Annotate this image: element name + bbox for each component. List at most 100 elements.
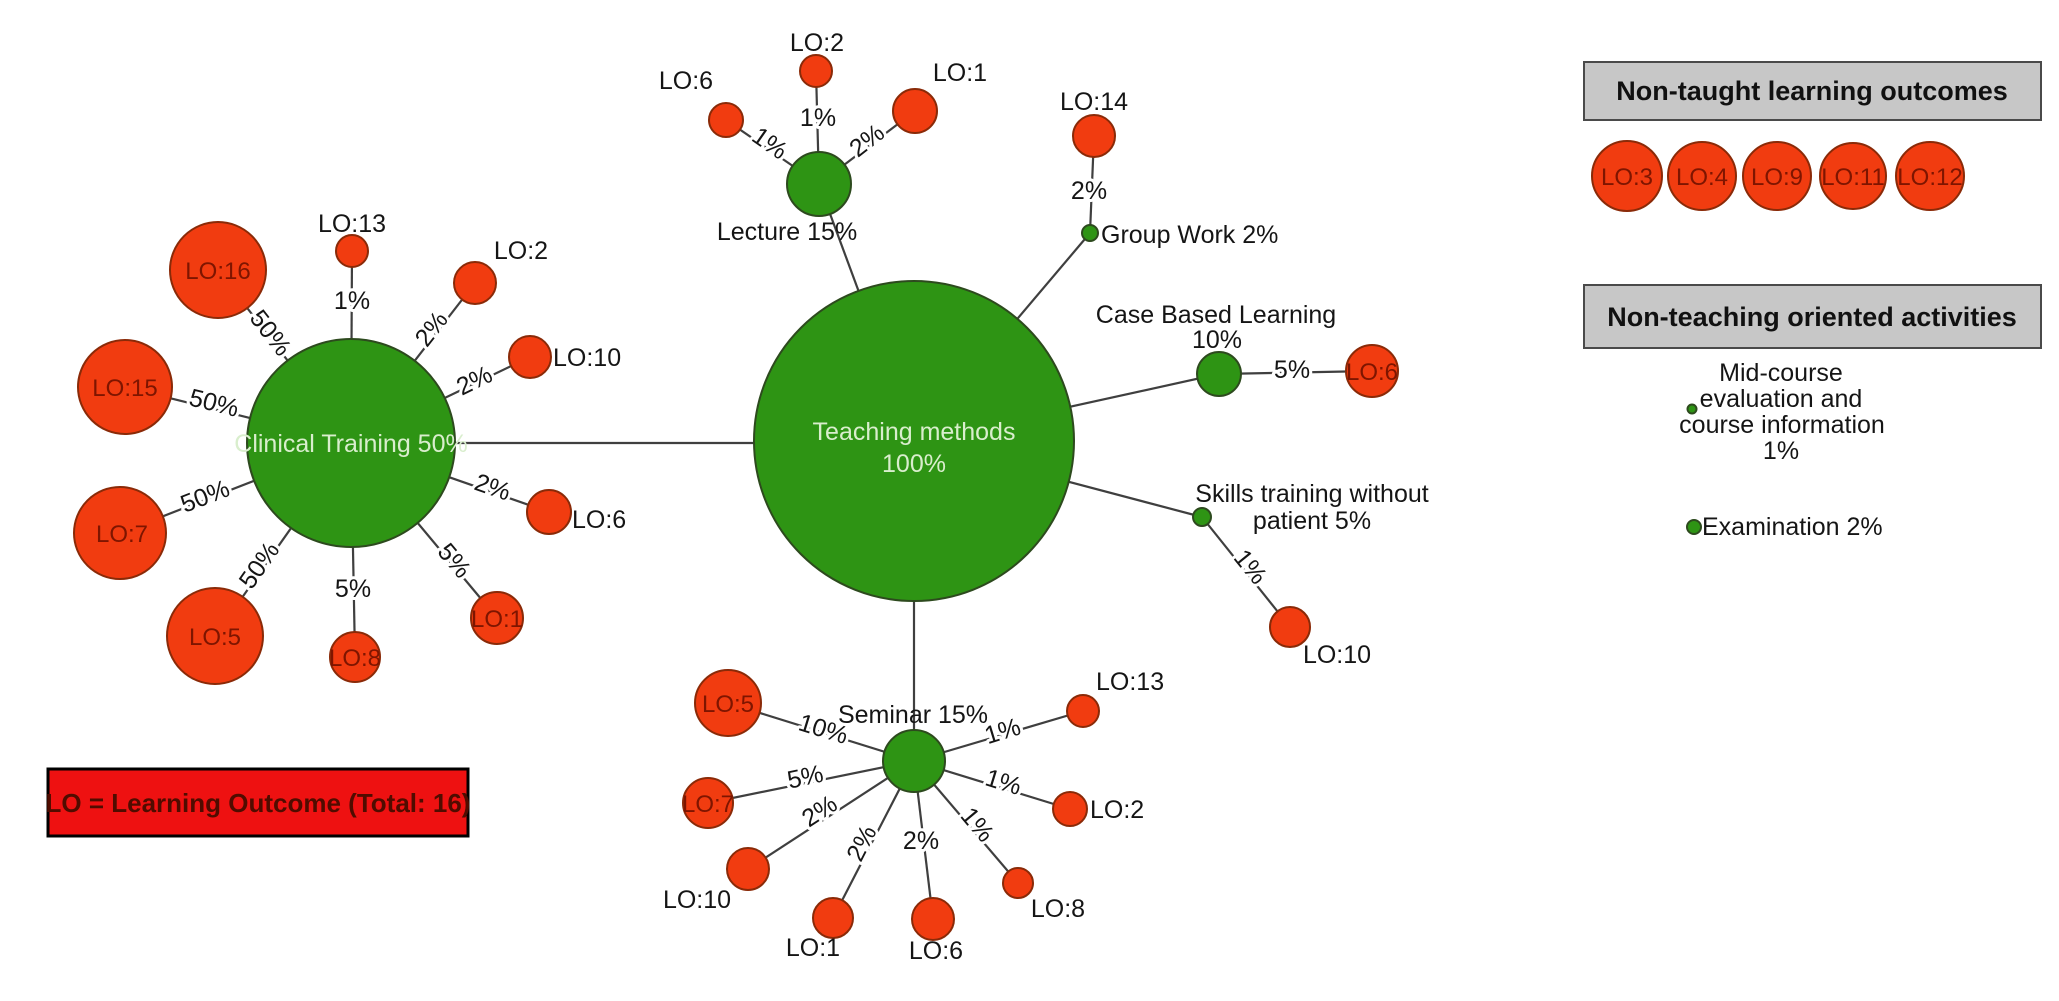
seminar-lo13-label: LO:13 <box>1096 668 1164 696</box>
lo-note: LO = Learning Outcome (Total: 16) <box>46 767 471 838</box>
skills-label-line1: Skills training without <box>1195 480 1428 508</box>
node-nontaught-lo4 <box>1667 141 1737 211</box>
clinical-lo1-label: LO:1 <box>471 606 523 633</box>
skills-label-line2: patient 5% <box>1253 507 1371 535</box>
node-lecture-lo6 <box>708 102 744 138</box>
examination-label: Examination 2% <box>1702 513 1883 541</box>
node-lecture <box>786 151 852 217</box>
node-nontaught-lo3 <box>1591 140 1663 212</box>
edge <box>707 759 915 805</box>
pct-seminar-lo2: 1% <box>982 764 1025 801</box>
pct-clinical-lo2: 2% <box>410 306 454 352</box>
node-groupwork-lo14 <box>1072 114 1116 158</box>
mid-course-line4: 1% <box>1763 437 1799 465</box>
node-casebased-lo6 <box>1345 344 1399 398</box>
examination-dot <box>1686 519 1702 535</box>
non-teaching-header-box <box>1583 284 2042 349</box>
node-clinical-lo1 <box>470 591 524 645</box>
pct-seminar-lo6: 2% <box>903 827 939 855</box>
node-seminar-lo10 <box>726 847 770 891</box>
node-case-based-learning <box>1196 351 1242 397</box>
seminar-lo10-label: LO:10 <box>663 886 731 914</box>
node-seminar <box>882 729 946 793</box>
edge <box>1201 516 1291 628</box>
teaching-methods-label-line2: 100% <box>882 450 946 478</box>
nontaught-lo11-label: LO:11 <box>1821 164 1885 191</box>
groupwork-lo14-label: LO:14 <box>1060 88 1128 116</box>
nontaught-lo4-label: LO:4 <box>1676 164 1728 191</box>
lo-note-label: LO = Learning Outcome (Total: 16) <box>46 788 471 818</box>
seminar-lo5-label: LO:5 <box>702 691 754 718</box>
seminar-lo1-label: LO:1 <box>786 934 840 962</box>
node-teaching-methods <box>753 280 1075 602</box>
node-clinical-lo7 <box>73 486 167 580</box>
skills-lo10-label: LO:10 <box>1303 641 1371 669</box>
seminar-lo8-label: LO:8 <box>1031 895 1085 923</box>
node-clinical-lo2 <box>453 261 497 305</box>
pct-skills-lo10: 1% <box>1228 544 1273 590</box>
non-teaching-header: Non-teaching oriented activities <box>1607 302 2017 332</box>
node-labels: Teaching methods 100% Clinical Training … <box>92 29 1428 965</box>
nontaught-lo12-label: LO:12 <box>1897 164 1962 191</box>
legend-non-teaching: Non-teaching oriented activities Mid-cou… <box>1583 284 2042 541</box>
pct-seminar-lo1: 2% <box>841 821 882 866</box>
group-work-label: Group Work 2% <box>1101 221 1278 249</box>
node-group-work <box>1081 224 1099 242</box>
node-clinical-lo10 <box>508 335 552 379</box>
node-lecture-lo1 <box>892 88 938 134</box>
pct-clinical-lo8: 5% <box>335 575 371 603</box>
lecture-label: Lecture 15% <box>717 218 857 246</box>
clinical-lo15-label: LO:15 <box>92 375 157 402</box>
node-nontaught-lo12 <box>1895 141 1965 211</box>
mid-course-line1: Mid-course <box>1719 359 1843 387</box>
pct-clinical-lo15: 50% <box>186 384 241 423</box>
node-seminar-lo5 <box>694 669 762 737</box>
node-clinical-training <box>246 338 456 548</box>
node-seminar-lo6 <box>911 897 955 941</box>
pct-seminar-lo10: 2% <box>797 790 843 833</box>
node-clinical-lo8 <box>329 631 381 683</box>
mid-course-line3: course information <box>1679 411 1885 439</box>
lecture-lo1-label: LO:1 <box>933 59 987 87</box>
pct-seminar-lo8: 1% <box>955 802 1000 848</box>
seminar-lo2-label: LO:2 <box>1090 796 1144 824</box>
clinical-lo8-label: LO:8 <box>329 645 381 672</box>
node-clinical-lo6 <box>526 489 572 535</box>
node-seminar-lo2 <box>1052 791 1088 827</box>
teaching-methods-label-line1: Teaching methods <box>813 418 1016 446</box>
case-based-label-line2: 10% <box>1192 326 1242 354</box>
nontaught-lo9-label: LO:9 <box>1751 164 1803 191</box>
node-nontaught-lo11 <box>1819 142 1887 210</box>
pct-clinical-lo7: 50% <box>177 474 234 518</box>
pct-clinical-lo13: 1% <box>334 287 370 315</box>
pct-clinical-lo6: 2% <box>471 468 514 506</box>
lo-note-box <box>46 767 470 838</box>
pct-lecture-lo1: 2% <box>844 119 890 163</box>
seminar-label: Seminar 15% <box>838 701 988 729</box>
node-nontaught-lo9 <box>1742 141 1812 211</box>
legend-non-taught: Non-taught learning outcomes LO:3 LO:4 L… <box>1583 61 2042 212</box>
non-taught-header-box <box>1583 61 2042 121</box>
pct-lecture-lo6: 1% <box>747 122 793 166</box>
clinical-lo16-label: LO:16 <box>185 258 250 285</box>
non-taught-header: Non-taught learning outcomes <box>1616 76 2008 106</box>
node-clinical-lo13 <box>335 234 369 268</box>
nontaught-lo3-label: LO:3 <box>1601 164 1653 191</box>
pct-lecture-lo2: 1% <box>800 104 836 132</box>
edge <box>747 760 915 870</box>
casebased-lo6-label: LO:6 <box>1346 359 1398 386</box>
clinical-lo2-label: LO:2 <box>494 237 548 265</box>
node-seminar-lo7 <box>682 777 734 829</box>
clinical-training-label: Clinical Training 50% <box>234 430 467 458</box>
clinical-lo7-label: LO:7 <box>96 521 148 548</box>
clinical-lo5-label: LO:5 <box>189 624 241 651</box>
seminar-lo7-label: LO:7 <box>682 791 734 818</box>
node-clinical-lo15 <box>77 339 173 435</box>
node-skills-training <box>1192 507 1212 527</box>
mid-course-dot <box>1686 403 1698 415</box>
pct-groupwork-lo14: 2% <box>1071 177 1107 205</box>
clinical-lo10-label: LO:10 <box>553 344 621 372</box>
node-clinical-lo16 <box>169 221 267 319</box>
